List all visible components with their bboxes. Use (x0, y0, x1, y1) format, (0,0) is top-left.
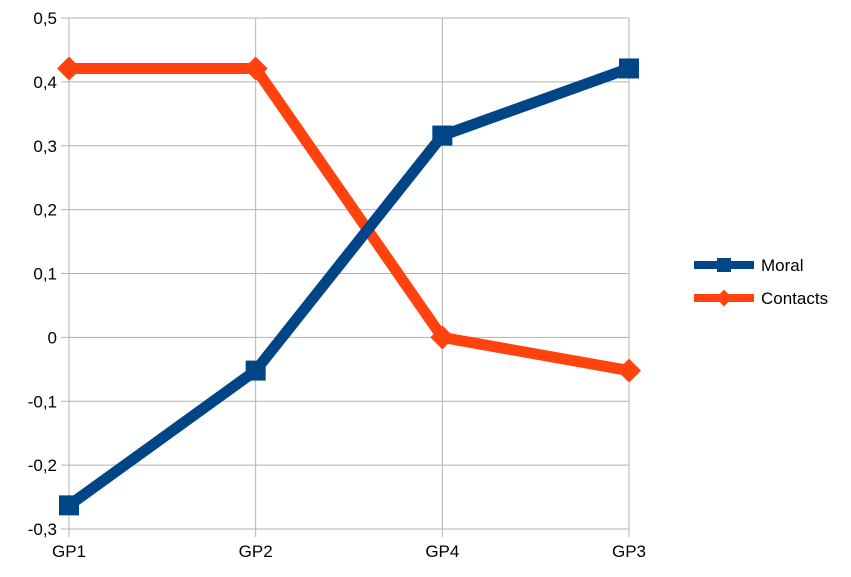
y-tick-label: 0,4 (33, 73, 57, 92)
data-point-contacts (617, 358, 641, 383)
y-tick-label: 0 (48, 328, 57, 347)
data-point-moral (59, 495, 79, 516)
data-point-contacts (430, 325, 455, 350)
x-tick-label: GP1 (52, 542, 86, 561)
legend: Moral Contacts (694, 256, 828, 308)
y-tick-label: -0,3 (28, 520, 57, 539)
x-tick-label: GP2 (239, 542, 273, 561)
y-tick-label: 0,1 (33, 265, 57, 284)
data-point-moral (245, 360, 266, 381)
series-line-contacts (69, 62, 630, 377)
legend-marker (715, 289, 733, 307)
y-tick-label: -0,2 (28, 456, 57, 475)
axes (61, 17, 629, 530)
y-tick-label: 0,3 (33, 137, 57, 156)
data-point-moral (432, 125, 453, 146)
x-tick-label: GP3 (612, 542, 646, 561)
legend-marker (717, 258, 731, 272)
legend-label: Contacts (761, 289, 828, 308)
legend-label: Moral (761, 256, 804, 275)
series-moral (59, 58, 639, 516)
series-contacts (57, 56, 641, 383)
legend-item-moral: Moral (694, 256, 804, 275)
series-layer (57, 56, 641, 516)
data-point-contacts (57, 56, 81, 81)
data-point-moral (619, 58, 639, 79)
series-line-moral (65, 63, 631, 510)
data-point-contacts (243, 56, 268, 81)
y-tick-label: -0,1 (28, 392, 57, 411)
y-tick-label: 0,5 (33, 9, 57, 28)
y-tick-label: 0,2 (33, 201, 57, 220)
legend-item-contacts: Contacts (694, 289, 828, 308)
y-tick-labels: 0,5 0,4 0,3 0,2 0,1 0 -0,1 -0,2 -0,3 (28, 9, 57, 539)
x-tick-labels: GP1 GP2 GP4 GP3 (52, 542, 646, 561)
x-tick-label: GP4 (425, 542, 459, 561)
